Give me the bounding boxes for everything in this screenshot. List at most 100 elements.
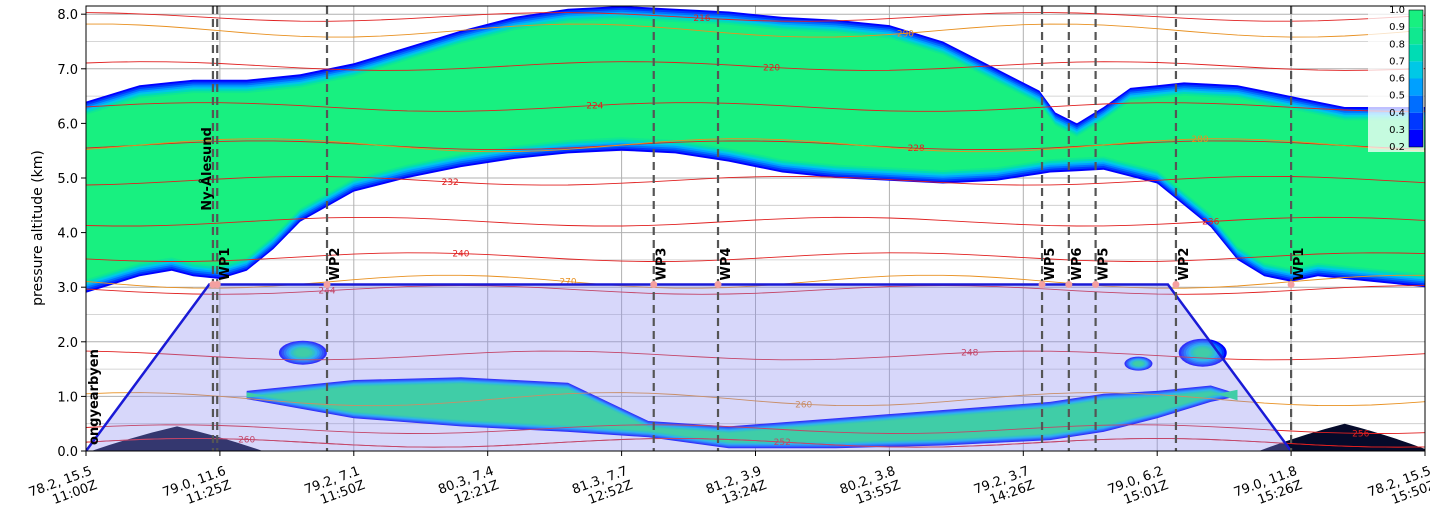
colorbar-segment-2 (1409, 95, 1423, 113)
x-tick-label-group: 79.2, 7.111:50Z (302, 464, 367, 508)
waypoint-marker-8 (1092, 280, 1100, 288)
colorbar-segment-6 (1409, 27, 1423, 45)
colorbar-outline (1408, 9, 1424, 148)
isotherm-224-label: 224 (586, 101, 603, 111)
x-tick-label-group: 79.0, 11.611:25Z (161, 464, 234, 508)
colorbar-segment-1 (1409, 112, 1423, 130)
flight-track-fill (86, 284, 1292, 451)
colorbar-tick-label: 0.5 (1389, 91, 1405, 102)
colorbar-segment-3 (1409, 78, 1423, 96)
waypoint-label-7: WP6 (1070, 248, 1085, 281)
isotherm-236-label: 236 (1202, 217, 1219, 227)
x-tick-label-group: 81.2, 3.913:24Z (704, 464, 769, 508)
y-tick-label: 5.0 (57, 172, 78, 187)
isotherm-248-line (86, 350, 1425, 361)
waypoint-marker-2 (213, 280, 221, 288)
isotherm-240-label: 240 (452, 250, 469, 260)
colorbar: 0.2 0.3 0.4 0.5 0.6 0.7 0.8 0.9 1.0 (1368, 5, 1424, 153)
flight-track-line (86, 283, 1293, 451)
isotherm-252-label: 252 (774, 438, 791, 448)
plot-area: 216 220 224 228 232 236 240 244 248 252 256 260 290 2… (86, 6, 1425, 451)
isotherm-220-line (86, 61, 1425, 71)
x-tick-label-group: 78.2, 15.515:50Z (1366, 464, 1430, 508)
isotherm-244-label: 244 (318, 287, 335, 297)
isotherm-216-label: 216 (693, 14, 710, 24)
colorbar-tick-label: 0.4 (1389, 108, 1405, 119)
isotherm-260-line (86, 437, 1425, 448)
colorbar-segment-0 (1409, 129, 1423, 147)
x-tick-label-group: 79.0, 11.815:26Z (1232, 464, 1305, 508)
x-tick-label-group: 80.3, 7.412:21Z (436, 464, 501, 508)
waypoint-labels: ongyearbyen Ny-Ålesund WP1 WP2 WP3 WP4 WP5 WP6 W… (87, 127, 1307, 445)
waypoint-label-3: WP2 (328, 248, 343, 281)
x-tick-label-group: 78.2, 15.511:00Z (27, 464, 100, 508)
isotherm-220-label: 220 (763, 63, 780, 73)
waypoint-label-1: Ny-Ålesund (199, 127, 215, 211)
y-tick-label: 0.0 (57, 445, 78, 460)
flight-track (86, 283, 1293, 451)
y-tick-label: 4.0 (57, 227, 78, 242)
x-tick-label-group: 81.3, 7.712:52Z (570, 464, 635, 508)
y-tick-label: 7.0 (57, 63, 78, 78)
waypoint-label-4: WP3 (655, 248, 670, 281)
contour-lines: 216 220 224 228 232 236 240 244 248 252 256 260 290 2… (86, 12, 1425, 448)
y-tick-label: 3.0 (57, 281, 78, 296)
colorbar-segment-5 (1409, 44, 1423, 62)
colorbar-tick-label: 0.9 (1389, 22, 1405, 33)
isentrope-260-label: 260 (795, 400, 812, 410)
isotherm-256-line (86, 424, 1425, 434)
waypoint-label-10: WP1 (1292, 248, 1307, 281)
cloud-blob-left-level-7 (295, 349, 311, 357)
waypoint-marker-5 (714, 280, 722, 288)
colorbar-segment-4 (1409, 61, 1423, 79)
waypoint-marker-9 (1172, 280, 1180, 288)
isotherm-216-line (86, 12, 1425, 22)
colorbar-tick-label: 0.7 (1389, 56, 1405, 67)
isotherm-228-line (86, 140, 1425, 151)
isentrope-260-line (86, 392, 1425, 407)
isotherm-240-line (86, 252, 1425, 262)
isotherm-224-line (86, 102, 1425, 112)
isentrope-270-label: 270 (559, 278, 576, 288)
colorbar-tick-label: 0.2 (1389, 142, 1405, 153)
waypoint-label-0: ongyearbyen (87, 349, 102, 445)
waypoint-label-9: WP2 (1177, 248, 1192, 281)
waypoint-label-5: WP4 (719, 248, 734, 281)
lower-cloud-level-7 (246, 384, 1238, 442)
x-axis: 78.2, 15.511:00Z 79.0, 11.611:25Z 79.2, 7.… (27, 451, 1430, 508)
waypoint-label-2: WP1 (218, 248, 233, 281)
y-tick-label: 1.0 (57, 390, 78, 405)
waypoint-marker-4 (650, 280, 658, 288)
isentrope-290-line (86, 23, 1425, 38)
waypoint-marker-6 (1038, 280, 1046, 288)
y-axis: 0.0 1.0 2.0 3.0 4.0 5.0 6.0 7.0 8.0 (57, 8, 86, 460)
x-tick-label-group: 79.2, 3.714:26Z (972, 464, 1037, 508)
isotherm-260-label: 260 (238, 435, 255, 445)
isentrope-290-label: 290 (897, 29, 914, 39)
isotherm-256-label: 256 (1352, 429, 1369, 439)
isentrope-280-line (86, 138, 1425, 153)
y-tick-label: 6.0 (57, 117, 78, 132)
isotherm-244-line (86, 285, 1425, 295)
cloud-fraction-fill (86, 6, 1425, 449)
waypoint-label-8: WP5 (1097, 248, 1112, 281)
waypoint-label-6: WP5 (1043, 248, 1058, 281)
isotherm-232-label: 232 (442, 178, 459, 188)
waypoint-lines (211, 6, 1293, 451)
x-tick-label-group: 80.2, 3.813:55Z (838, 464, 903, 508)
isotherm-228-label: 228 (908, 144, 925, 154)
x-tick-label-group: 79.0, 6.215:01Z (1106, 464, 1171, 508)
isotherm-232-line (86, 175, 1425, 186)
y-tick-label: 2.0 (57, 336, 78, 351)
waypoint-marker-7 (1065, 280, 1073, 288)
cloud-blob-right-level-7 (1195, 348, 1210, 357)
colorbar-segment-7 (1409, 10, 1423, 28)
colorbar-tick-label: 1.0 (1389, 5, 1405, 16)
waypoint-marker-10 (1287, 280, 1295, 288)
isotherm-248-label: 248 (961, 349, 978, 359)
y-axis-label: pressure altitude (km) (30, 150, 46, 306)
upper-cloud-level-7 (86, 19, 1425, 280)
colorbar-tick-label: 0.8 (1389, 39, 1405, 50)
